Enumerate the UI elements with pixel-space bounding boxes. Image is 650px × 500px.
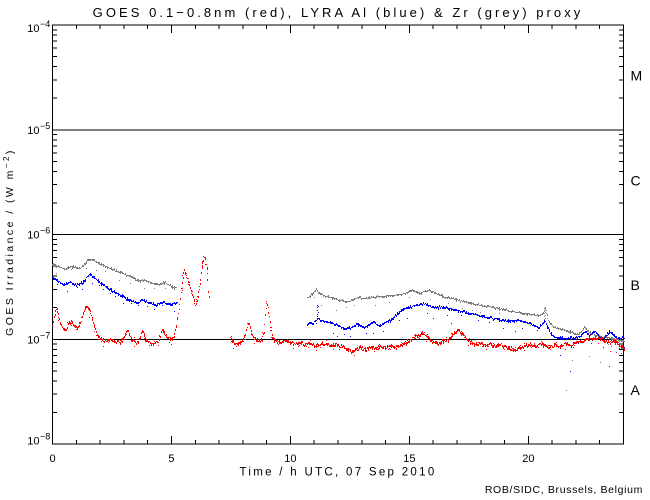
svg-text:Time / h UTC, 07 Sep 2010: Time / h UTC, 07 Sep 2010 (239, 467, 436, 479)
svg-text:10: 10 (27, 125, 39, 137)
svg-text:10: 10 (27, 435, 39, 447)
svg-text:10: 10 (27, 23, 39, 35)
svg-text:0: 0 (49, 453, 55, 465)
svg-text:15: 15 (403, 453, 415, 465)
svg-text:−6: −6 (40, 226, 50, 236)
svg-text:B: B (631, 277, 640, 293)
svg-text:A: A (631, 382, 641, 398)
svg-text:GOES 0.1−0.8nm (red), LYRA Al: GOES 0.1−0.8nm (red), LYRA Al (blue) & Z… (93, 5, 584, 20)
svg-text:C: C (631, 173, 641, 189)
svg-text:M: M (631, 68, 643, 84)
svg-text:−7: −7 (40, 330, 50, 340)
svg-text:5: 5 (168, 453, 174, 465)
svg-text:−5: −5 (40, 121, 50, 131)
svg-text:ROB/SIDC, Brussels, Belgium: ROB/SIDC, Brussels, Belgium (485, 484, 643, 496)
svg-text:10: 10 (27, 334, 39, 346)
svg-text:10: 10 (27, 230, 39, 242)
svg-text:−8: −8 (40, 431, 50, 441)
svg-text:GOES Irradiance / (W m−2): GOES Irradiance / (W m−2) (2, 148, 16, 336)
svg-text:10: 10 (284, 453, 296, 465)
svg-text:−4: −4 (40, 19, 50, 29)
svg-text:20: 20 (522, 453, 534, 465)
